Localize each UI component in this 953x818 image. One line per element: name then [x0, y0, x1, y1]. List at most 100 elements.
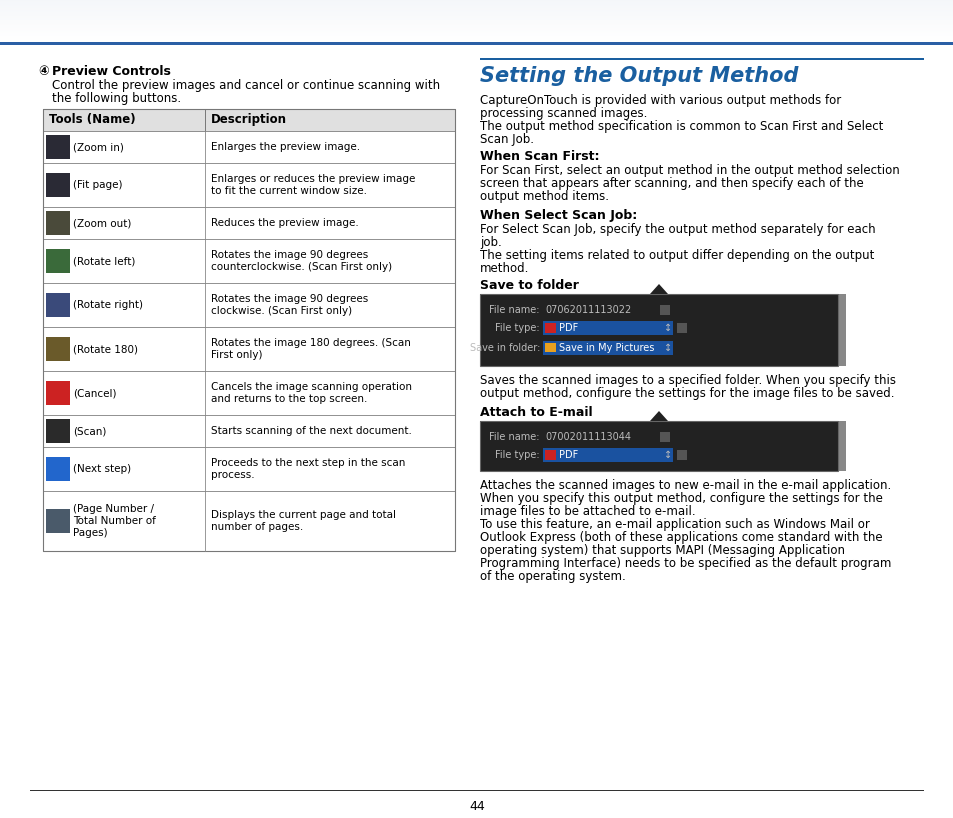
Bar	[479, 58, 923, 60]
Bar	[677, 323, 686, 333]
Bar	[46, 211, 70, 235]
Bar	[0, 9, 953, 10]
Text: Programming Interface) needs to be specified as the default program: Programming Interface) needs to be speci…	[479, 557, 890, 570]
Text: (Cancel): (Cancel)	[73, 388, 116, 398]
Bar	[0, 34, 953, 35]
Text: 07062011113022: 07062011113022	[544, 305, 631, 315]
Bar	[43, 239, 455, 283]
Text: 07002011113044: 07002011113044	[544, 432, 630, 442]
Bar	[0, 27, 953, 28]
Text: (Rotate 180): (Rotate 180)	[73, 344, 138, 354]
Text: Control the preview images and cancel or continue scanning with: Control the preview images and cancel or…	[52, 79, 439, 92]
Text: PDF: PDF	[558, 450, 578, 460]
Text: Setting the Output Method: Setting the Output Method	[479, 66, 798, 86]
Bar	[542, 341, 672, 355]
Bar	[43, 163, 455, 207]
Bar	[544, 450, 556, 460]
Bar	[46, 509, 70, 533]
Bar	[0, 36, 953, 37]
Text: Scan Job.: Scan Job.	[479, 133, 534, 146]
Bar	[0, 21, 953, 22]
Bar	[43, 109, 455, 131]
Bar	[659, 432, 669, 442]
Bar	[30, 790, 923, 791]
Bar	[0, 19, 953, 20]
Text: screen that appears after scanning, and then specify each of the: screen that appears after scanning, and …	[479, 177, 862, 190]
Text: Proceeds to the next step in the scan
process.: Proceeds to the next step in the scan pr…	[211, 458, 405, 480]
Text: Rotates the image 90 degrees
clockwise. (Scan First only): Rotates the image 90 degrees clockwise. …	[211, 294, 368, 316]
Text: When Select Scan Job:: When Select Scan Job:	[479, 209, 637, 222]
Bar	[43, 491, 455, 551]
Text: (Rotate left): (Rotate left)	[73, 256, 135, 266]
Bar	[43, 447, 455, 491]
Text: output method, configure the settings for the image files to be saved.: output method, configure the settings fo…	[479, 387, 894, 400]
Bar	[0, 13, 953, 14]
Text: The output method specification is common to Scan First and Select: The output method specification is commo…	[479, 120, 882, 133]
Bar	[46, 337, 70, 361]
Text: Description: Description	[211, 114, 287, 127]
Bar	[0, 18, 953, 19]
Bar	[46, 135, 70, 159]
Bar	[0, 22, 953, 23]
Text: File name:: File name:	[489, 432, 539, 442]
Text: The setting items related to output differ depending on the output: The setting items related to output diff…	[479, 249, 874, 262]
Text: Attach to E-mail: Attach to E-mail	[479, 406, 592, 419]
Text: File name:: File name:	[489, 305, 539, 315]
Text: Save in My Pictures: Save in My Pictures	[558, 343, 654, 353]
Bar	[544, 343, 556, 352]
Text: Starts scanning of the next document.: Starts scanning of the next document.	[211, 426, 412, 436]
Bar	[43, 283, 455, 327]
Text: Displays the current page and total
number of pages.: Displays the current page and total numb…	[211, 510, 395, 532]
Bar	[659, 305, 669, 315]
Polygon shape	[649, 411, 667, 421]
Text: When you specify this output method, configure the settings for the: When you specify this output method, con…	[479, 492, 882, 505]
Bar	[0, 26, 953, 27]
Text: ↕: ↕	[663, 450, 671, 460]
Text: (Zoom out): (Zoom out)	[73, 218, 132, 228]
Text: Attaches the scanned images to new e-mail in the e-mail application.: Attaches the scanned images to new e-mai…	[479, 479, 890, 492]
Bar	[0, 14, 953, 15]
Bar	[46, 249, 70, 273]
Text: ↕: ↕	[663, 323, 671, 333]
Bar	[43, 371, 455, 415]
Text: File type:: File type:	[495, 323, 539, 333]
Bar	[0, 33, 953, 34]
Bar	[0, 20, 953, 21]
Text: output method items.: output method items.	[479, 190, 608, 203]
Bar	[0, 39, 953, 40]
Text: Outlook Express (both of these applications come standard with the: Outlook Express (both of these applicati…	[479, 531, 882, 544]
Bar	[0, 7, 953, 8]
Bar	[0, 3, 953, 4]
Text: Cancels the image scanning operation
and returns to the top screen.: Cancels the image scanning operation and…	[211, 382, 412, 404]
Bar	[0, 10, 953, 11]
Bar	[0, 11, 953, 12]
Bar	[0, 17, 953, 18]
Text: image files to be attached to e-mail.: image files to be attached to e-mail.	[479, 505, 695, 518]
Text: Rotates the image 180 degrees. (Scan
First only): Rotates the image 180 degrees. (Scan Fir…	[211, 338, 411, 360]
Polygon shape	[649, 284, 667, 294]
Bar	[46, 381, 70, 405]
Bar	[0, 25, 953, 26]
Bar	[0, 28, 953, 29]
Text: job.: job.	[479, 236, 501, 249]
Text: (Page Number /
Total Number of
Pages): (Page Number / Total Number of Pages)	[73, 504, 155, 538]
Bar	[43, 109, 455, 131]
Text: Enlarges or reduces the preview image
to fit the current window size.: Enlarges or reduces the preview image to…	[211, 174, 415, 196]
Text: processing scanned images.: processing scanned images.	[479, 107, 647, 120]
Bar	[677, 450, 686, 460]
Bar	[46, 457, 70, 481]
Text: operating system) that supports MAPI (Messaging Application: operating system) that supports MAPI (Me…	[479, 544, 844, 557]
Text: Saves the scanned images to a specified folder. When you specify this: Saves the scanned images to a specified …	[479, 374, 895, 387]
Text: ④: ④	[38, 65, 49, 78]
Bar	[479, 421, 837, 471]
Bar	[46, 173, 70, 197]
Bar	[544, 323, 556, 333]
Bar	[0, 42, 953, 45]
Bar	[43, 131, 455, 163]
Bar	[0, 15, 953, 16]
Bar	[479, 421, 837, 471]
Bar	[837, 421, 845, 471]
Bar	[43, 327, 455, 371]
Text: Reduces the preview image.: Reduces the preview image.	[211, 218, 358, 228]
Bar	[0, 24, 953, 25]
